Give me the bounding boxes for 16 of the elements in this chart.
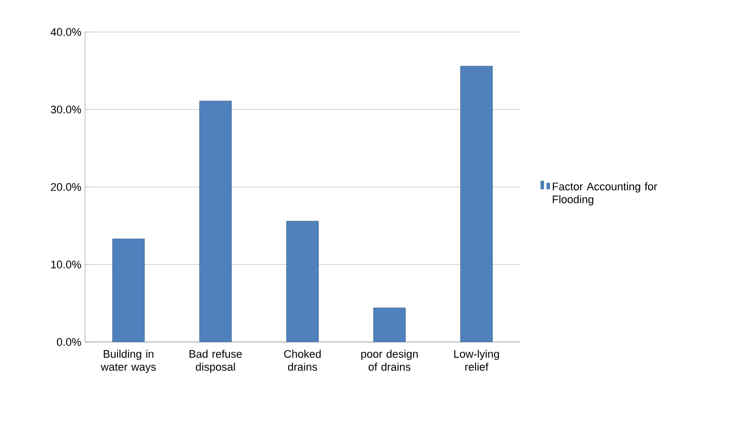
bar	[112, 238, 145, 342]
legend-label: Factor Accounting for Flooding	[552, 182, 658, 206]
bar	[373, 308, 406, 342]
x-tick-label: Building in water ways	[100, 350, 156, 373]
y-tick-label: 0.0%	[56, 338, 82, 346]
y-tick-label: 10.0%	[51, 260, 82, 268]
y-tick-label: 40.0%	[50, 28, 82, 36]
x-tick-label: Low-lying relief	[454, 350, 499, 371]
bar	[460, 66, 493, 342]
y-tick-label: 20.0%	[50, 183, 82, 191]
x-tick-label: Bad refuse disposal	[190, 350, 242, 373]
x-tick-label: Choked drains	[284, 350, 321, 371]
y-tick-label: 30.0%	[50, 106, 82, 114]
x-tick-label: poor design of drains	[361, 350, 418, 371]
bar	[199, 100, 232, 342]
bar	[286, 220, 319, 342]
